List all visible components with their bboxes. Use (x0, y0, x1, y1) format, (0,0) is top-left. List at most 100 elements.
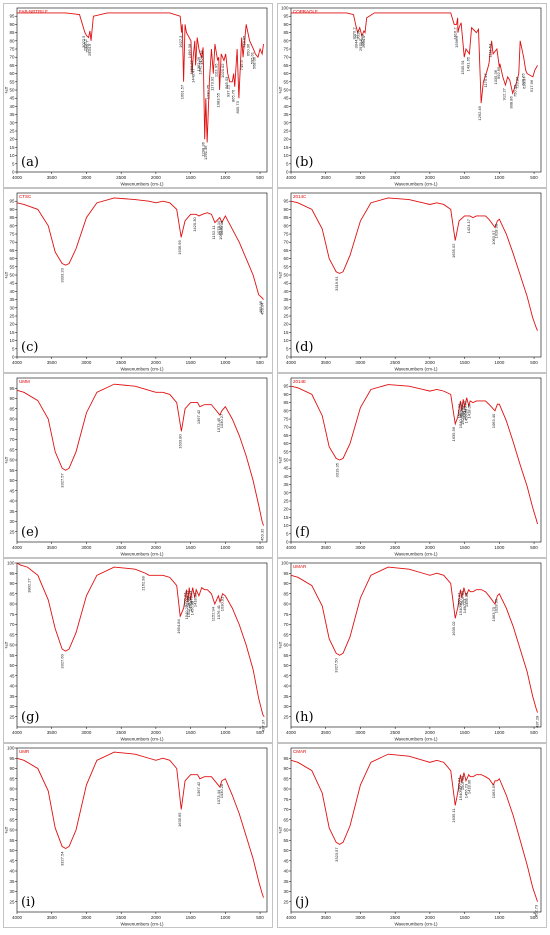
peak-label: 1030.27 (219, 413, 224, 428)
peak-label: 1654.84 (176, 619, 181, 634)
x-tick-label: 4000 (286, 730, 297, 735)
y-tick-label: 35 (9, 509, 15, 514)
peak-label: 1063.70 (491, 606, 496, 621)
spectrum-chart: 25 30 35 40 45 50 55 60 65 70 75 80 85 90 95 4000 3500 30… (3, 373, 273, 558)
y-tick-label: 45 (9, 858, 15, 863)
y-tick-label: 25 (283, 129, 289, 134)
x-tick-label: 2500 (116, 175, 127, 180)
y-tick-label: 25 (9, 529, 15, 534)
panel-frame (277, 558, 547, 743)
y-tick-label: 60 (9, 71, 15, 76)
x-tick-label: 500 (530, 360, 538, 365)
peak-label: 1030.28 (219, 783, 224, 798)
spectrum-line (291, 753, 538, 902)
y-tick-label: 35 (283, 482, 289, 487)
y-tick-label: 0 (12, 355, 15, 360)
spectrum-line (291, 566, 538, 713)
peak-label: 1028.95 (493, 598, 498, 613)
peak-label: 1424.17 (466, 218, 471, 233)
spectrum-panel: 0 5 10 15 20 25 30 35 40 45 50 55 60 65 70 75 80 85 90 95 10… (277, 3, 547, 188)
sample-name: CMAR (293, 749, 307, 754)
panel-frame (3, 188, 273, 373)
panel-frame (3, 743, 273, 928)
y-tick-label: 40 (9, 684, 15, 689)
x-tick-label: 2000 (151, 175, 162, 180)
peak-label: 3070.2 (352, 27, 357, 40)
peak-label: 1078.10 (216, 220, 221, 235)
y-tick-label: 40 (283, 474, 289, 479)
peak-label: 568.06 (251, 56, 256, 69)
peak-label: 937.15 (226, 84, 231, 97)
y-tick-label: 50 (9, 663, 15, 668)
y-tick-label: 55 (283, 264, 289, 269)
spectrum-line (291, 12, 538, 104)
y-tick-label: 65 (283, 63, 289, 68)
x-tick-label: 1000 (220, 730, 231, 735)
y-tick-label: 55 (283, 653, 289, 658)
x-axis-label: Wavenumbers (cm-1) (120, 182, 164, 187)
spectrum-chart: 25 30 35 40 45 50 55 60 65 70 75 80 85 90 95 100 4000 350… (277, 558, 547, 743)
peak-label: 1320.38 (199, 50, 204, 65)
spectrum-panel: 25 30 35 40 45 50 55 60 65 70 75 80 85 90 95 100 4000 350… (3, 558, 273, 743)
y-tick-label: 30 (9, 704, 15, 709)
peak-label: 1507.16 (460, 775, 465, 790)
sample-name: 2014E (293, 379, 306, 384)
y-tick-label: 95 (9, 756, 15, 761)
peak-label: 3327.57 (60, 472, 65, 487)
y-axis-label: %T (4, 271, 9, 278)
peak-label: 595.61 (249, 51, 254, 64)
x-tick-label: 1500 (460, 360, 471, 365)
peak-label: 965.03 (224, 76, 229, 89)
peak-label: 1635.11 (451, 808, 456, 823)
y-tick-label: 60 (9, 256, 15, 261)
peak-label: 1298.36 (201, 141, 206, 156)
peak-label: 1230.75 (205, 84, 210, 99)
y-tick-label: 90 (9, 396, 15, 401)
x-tick-label: 4000 (12, 915, 23, 920)
y-tick-label: 85 (283, 591, 289, 596)
y-axis-label: %T (278, 456, 283, 463)
x-tick-label: 3500 (47, 360, 58, 365)
x-tick-label: 4000 (286, 915, 297, 920)
y-tick-label: 65 (283, 248, 289, 253)
y-tick-label: 75 (9, 47, 15, 52)
x-tick-label: 3500 (47, 545, 58, 550)
peak-label: 1063.57 (491, 230, 496, 245)
y-tick-label: 95 (9, 571, 15, 576)
y-tick-label: 85 (283, 400, 289, 405)
peak-label: 1616.2 (453, 27, 458, 40)
spectrum-panel: 25 30 35 40 45 50 55 60 65 70 75 80 85 90 95 100 4000 350… (3, 743, 273, 928)
spectrum-chart: 0 5 10 15 20 25 30 35 40 45 50 55 60 65 70 75 80 85 90 95 40… (277, 188, 547, 373)
peak-label: 1367.42 (196, 409, 201, 424)
peak-label: 1063.40 (491, 413, 496, 428)
y-tick-label: 40 (9, 869, 15, 874)
y-tick-label: 45 (9, 96, 15, 101)
x-tick-label: 1000 (494, 545, 505, 550)
x-tick-label: 4000 (12, 360, 23, 365)
y-tick-label: 35 (9, 112, 15, 117)
peak-label: 453.04 (259, 302, 264, 315)
y-tick-label: 0 (12, 170, 15, 175)
y-tick-label: 45 (283, 96, 289, 101)
peak-label: 1456.38 (190, 600, 195, 615)
peak-label: 1456.14 (464, 592, 469, 607)
peak-label: 1473.44 (188, 590, 193, 605)
y-tick-label: 35 (283, 694, 289, 699)
peak-label: 636.65 (521, 73, 526, 86)
y-tick-label: 90 (9, 22, 15, 27)
y-tick-label: 55 (9, 653, 15, 658)
peak-label: 1463.27 (189, 59, 194, 74)
x-tick-label: 1500 (186, 360, 197, 365)
peak-label: 1635.56 (451, 426, 456, 441)
y-tick-label: 35 (9, 879, 15, 884)
y-tick-label: 70 (283, 240, 289, 245)
x-tick-label: 3000 (355, 360, 366, 365)
y-tick-label: 85 (283, 30, 289, 35)
x-tick-label: 2500 (116, 915, 127, 920)
peak-label: 1073.44 (216, 789, 221, 804)
y-tick-label: 35 (283, 879, 289, 884)
peak-label: 3010 (356, 30, 361, 40)
y-tick-label: 95 (283, 756, 289, 761)
peak-label: 1261.46 (203, 145, 208, 160)
y-axis-label: %T (278, 271, 283, 278)
